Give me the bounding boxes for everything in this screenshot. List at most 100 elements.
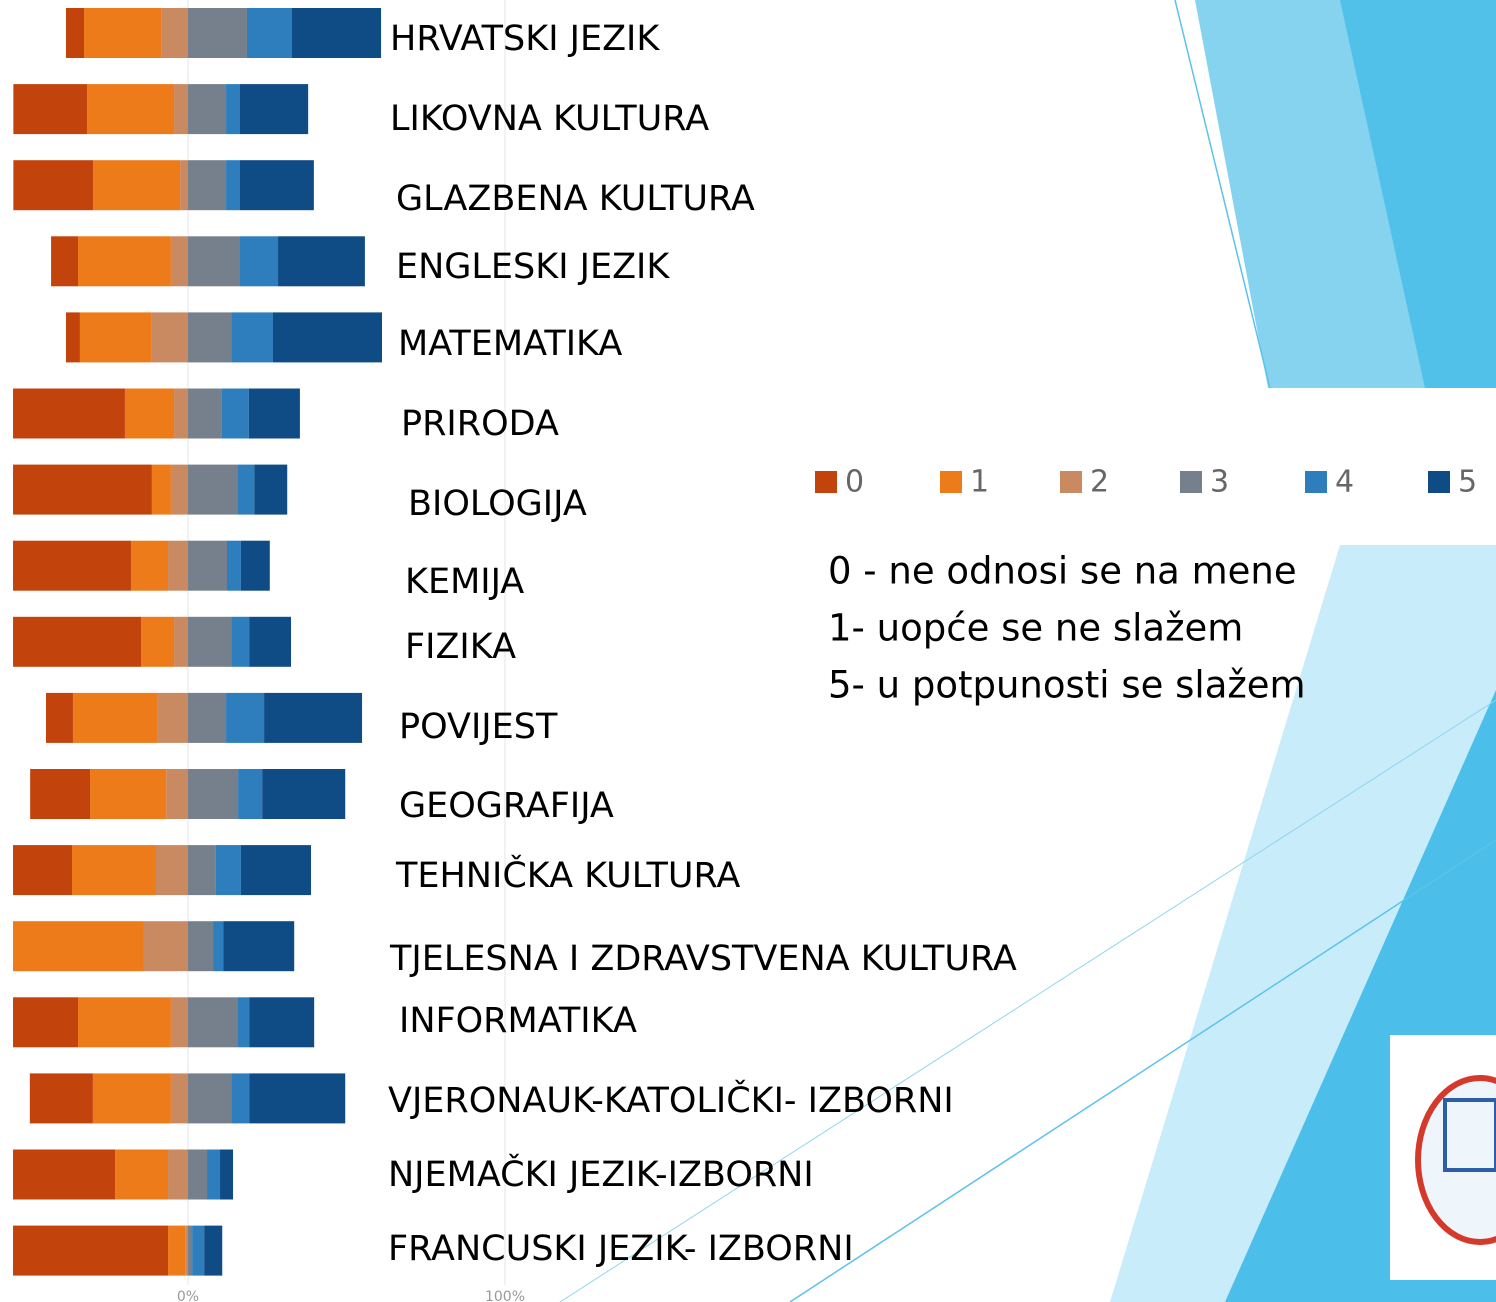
bar-segment [227,540,241,591]
bar-segment [188,1149,208,1200]
category-label: TJELESNA I ZDRAVSTVENA KULTURA [389,939,1017,979]
category-label: VJERONAUK-KATOLIČKI- IZBORNI [388,1079,954,1121]
legend-swatch [940,471,962,493]
bar-segment [249,616,292,667]
bar-segment [239,84,309,135]
bar-segment [29,1073,93,1124]
bar-segment [188,84,227,135]
bar-segment [13,616,142,667]
bar-segment [188,388,222,439]
bar-segment [237,464,255,515]
bar-segment [78,236,171,287]
note: 1- uopće se ne slažem [828,607,1243,650]
logo [1415,1075,1496,1245]
bar-segment [254,464,288,515]
bar-segment [188,540,228,591]
bar-segment [239,160,314,211]
bar-segment [204,1225,223,1276]
bar-segment [161,8,189,58]
bar-segment [192,1225,205,1276]
bar-segment [13,84,88,135]
bar-segment [188,692,227,743]
category-label: FIZIKA [405,627,516,667]
bar-segment [278,236,365,287]
bar-segment [237,997,250,1048]
bar-segment [168,1149,189,1200]
category-label: POVIJEST [399,707,558,747]
bar-segment [213,921,224,972]
bar-segment [170,236,189,287]
bar-segment [170,997,189,1048]
note: 0 - ne odnosi se na mene [828,550,1297,593]
bar-segment [72,692,158,743]
bar-segment [188,236,240,287]
bar-segment [188,616,232,667]
legend-label: 3 [1210,465,1229,500]
bar-segment [168,540,189,591]
legend-label: 4 [1335,465,1354,500]
legend-swatch [1180,471,1202,493]
bar-segment [166,769,189,819]
bar-segment [13,160,94,211]
legend-label: 2 [1090,465,1109,500]
bar-segment [226,84,240,135]
bar-segment [71,845,156,896]
bar-segment [141,616,175,667]
bar-segment [51,236,79,287]
bar-segment [115,1149,169,1200]
bar-segment [207,1149,221,1200]
bar-segment [93,160,181,211]
bar-segment [13,464,152,515]
bar-segment [87,84,175,135]
bar-segment [231,616,250,667]
bar-segment [78,997,171,1048]
bar-segment [240,845,312,896]
bar-segment [223,921,295,972]
category-label: GEOGRAFIJA [399,786,614,826]
decor [1174,0,1271,389]
bar-segment [79,312,152,363]
bar-segment [262,769,346,819]
bar-segment [188,921,214,972]
bar-segment [185,1225,189,1276]
category-label: INFORMATIKA [399,1001,637,1041]
bar-segment [188,1225,193,1276]
bar-segment [151,312,189,363]
bar-segment [240,540,270,591]
bar-segment [188,8,247,58]
category-label: NJEMAČKI JEZIK-IZBORNI [388,1153,814,1195]
category-label: LIKOVNA KULTURA [390,99,709,139]
bar-segment [248,388,300,439]
legend-label: 0 [845,465,864,500]
bar-segment [272,312,383,363]
bar-segment [124,388,175,439]
bar-segment [215,845,241,896]
bar-segment [231,1073,250,1124]
bar-segment [157,692,189,743]
bar-segment [174,84,189,135]
bar-segment [249,997,315,1048]
category-label: FRANCUSKI JEZIK- IZBORNI [388,1229,854,1269]
bar-segment [174,388,189,439]
bar-segment [90,769,167,819]
bar-segment [155,845,189,896]
x-tick-label: 0% [177,1289,199,1302]
bar-segment [188,997,238,1048]
decor [1340,0,1496,388]
legend-label: 1 [970,465,989,500]
bar-segment [65,312,80,363]
bar-segment [168,1225,186,1276]
bar-segment [13,388,125,439]
bar-segment [13,921,144,972]
bar-segment [188,769,239,819]
legend-swatch [815,471,837,493]
bar-segment [246,8,292,58]
bar-segment [249,1073,346,1124]
bar-segment [170,1073,189,1124]
bar-segment [238,769,263,819]
plot [13,0,506,1285]
bar-segment [13,1149,116,1200]
bar-segment [151,464,171,515]
note: 5- u potpunosti se slažem [828,664,1306,707]
bar-segment [239,236,279,287]
